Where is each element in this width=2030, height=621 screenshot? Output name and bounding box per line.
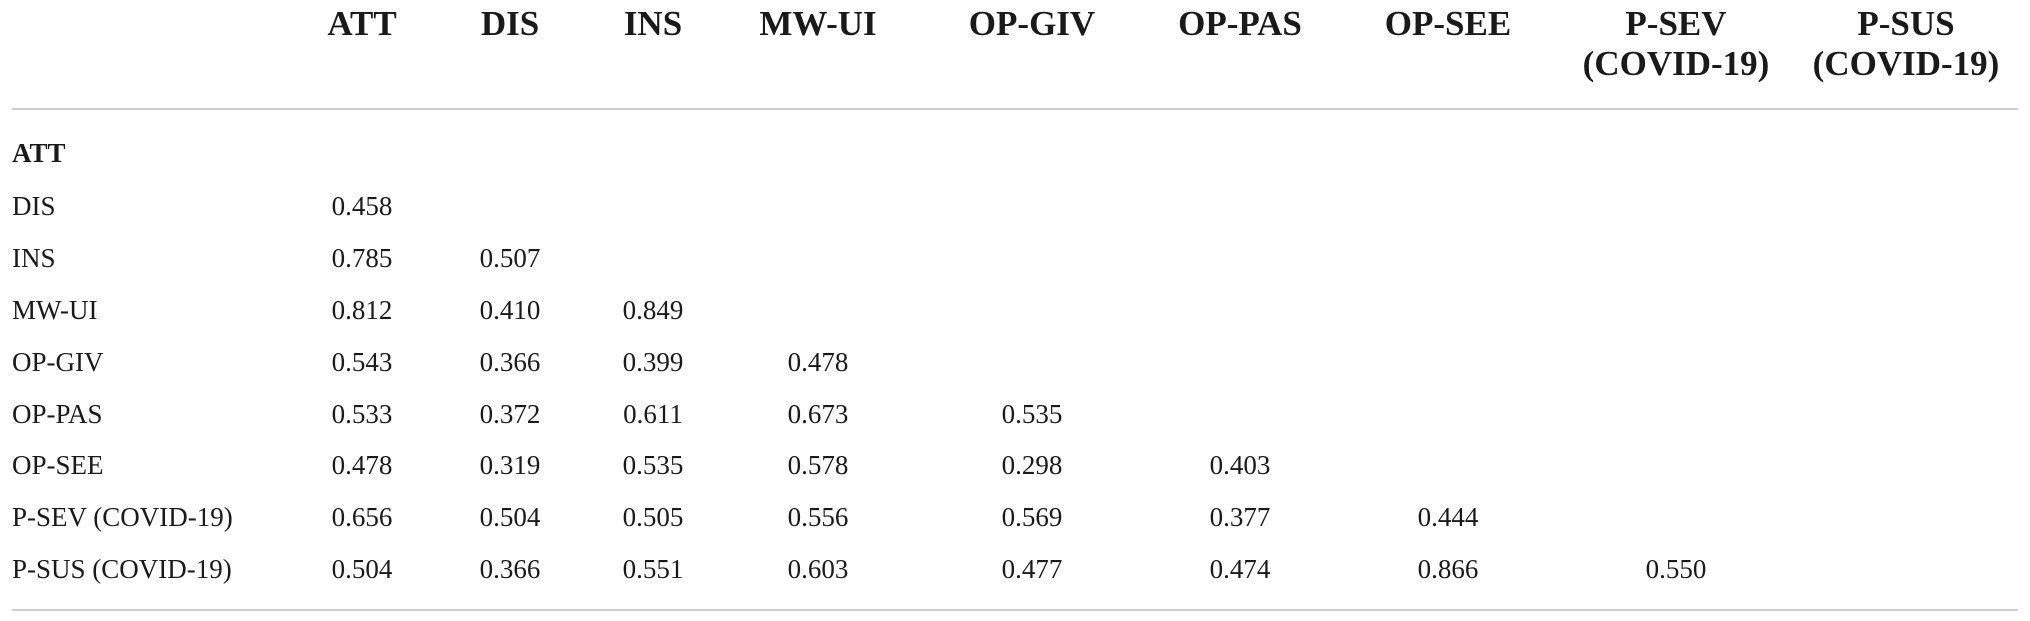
table-cell: 0.812 bbox=[331, 295, 393, 325]
table-cell: 0.569 bbox=[1001, 502, 1063, 532]
table-cell: 0.578 bbox=[787, 450, 849, 480]
table-cell: 0.849 bbox=[622, 295, 684, 325]
table-cell: 0.458 bbox=[331, 191, 393, 221]
column-header: MW-UI bbox=[759, 4, 876, 44]
row-label: INS bbox=[12, 243, 56, 273]
column-header: P-SEV (COVID-19) bbox=[1583, 4, 1770, 84]
column-header-line: MW-UI bbox=[759, 4, 877, 43]
row-label: DIS bbox=[12, 191, 56, 221]
column-header: INS bbox=[624, 4, 682, 44]
column-header: ATT bbox=[327, 4, 396, 44]
table-cell: 0.656 bbox=[331, 502, 393, 532]
table-cell: 0.410 bbox=[479, 295, 541, 325]
header-rule bbox=[12, 108, 2018, 110]
table-cell: 0.551 bbox=[622, 554, 684, 584]
table-cell: 0.535 bbox=[622, 450, 684, 480]
row-label: MW-UI bbox=[12, 295, 98, 325]
table-cell: 0.785 bbox=[331, 243, 393, 273]
table-cell: 0.319 bbox=[479, 450, 541, 480]
table-cell: 0.533 bbox=[331, 399, 393, 429]
row-label: ATT bbox=[12, 138, 66, 168]
table-cell: 0.478 bbox=[787, 347, 849, 377]
table-cell: 0.611 bbox=[623, 399, 683, 429]
column-header-line: OP-GIV bbox=[968, 4, 1096, 43]
column-header-line: P-SEV bbox=[1625, 4, 1727, 43]
column-header: OP-SEE bbox=[1385, 4, 1511, 44]
row-label: P-SEV (COVID-19) bbox=[12, 502, 233, 532]
table-cell: 0.556 bbox=[787, 502, 849, 532]
table-cell: 0.505 bbox=[622, 502, 684, 532]
column-header-line: P-SUS bbox=[1857, 4, 1955, 43]
table-cell: 0.403 bbox=[1209, 450, 1271, 480]
column-header-line: OP-SEE bbox=[1384, 4, 1512, 43]
column-header-line: DIS bbox=[480, 4, 540, 43]
row-label: P-SUS (COVID-19) bbox=[12, 554, 232, 584]
row-label: OP-SEE bbox=[12, 450, 104, 480]
table-cell: 0.474 bbox=[1209, 554, 1271, 584]
column-header: OP-GIV bbox=[969, 4, 1095, 44]
table-cell: 0.504 bbox=[479, 502, 541, 532]
table-cell: 0.444 bbox=[1417, 502, 1479, 532]
table-cell: 0.478 bbox=[331, 450, 393, 480]
table-cell: 0.535 bbox=[1001, 399, 1063, 429]
table-cell: 0.366 bbox=[479, 347, 541, 377]
table-cell: 0.377 bbox=[1209, 502, 1271, 532]
table-cell: 0.603 bbox=[787, 554, 849, 584]
row-label: OP-PAS bbox=[12, 399, 103, 429]
row-label: OP-GIV bbox=[12, 347, 104, 377]
table-cell: 0.507 bbox=[479, 243, 541, 273]
table-cell: 0.673 bbox=[787, 399, 849, 429]
column-header-line: (COVID-19) bbox=[1582, 44, 1770, 83]
footer-rule bbox=[12, 609, 2018, 611]
column-header-line: INS bbox=[623, 4, 683, 43]
table-cell: 0.504 bbox=[331, 554, 393, 584]
column-header-line: (COVID-19) bbox=[1812, 44, 2000, 83]
column-header-line: OP-PAS bbox=[1178, 4, 1302, 43]
table-cell: 0.399 bbox=[622, 347, 684, 377]
table-cell: 0.477 bbox=[1001, 554, 1063, 584]
table-cell: 0.550 bbox=[1645, 554, 1707, 584]
table-cell: 0.543 bbox=[331, 347, 393, 377]
table-cell: 0.866 bbox=[1417, 554, 1479, 584]
column-header: OP-PAS bbox=[1178, 4, 1302, 44]
column-header: P-SUS (COVID-19) bbox=[1813, 4, 2000, 84]
table-cell: 0.366 bbox=[479, 554, 541, 584]
column-header-line: ATT bbox=[327, 4, 397, 43]
table-cell: 0.372 bbox=[479, 399, 541, 429]
table-cell: 0.298 bbox=[1001, 450, 1063, 480]
column-header: DIS bbox=[481, 4, 539, 44]
